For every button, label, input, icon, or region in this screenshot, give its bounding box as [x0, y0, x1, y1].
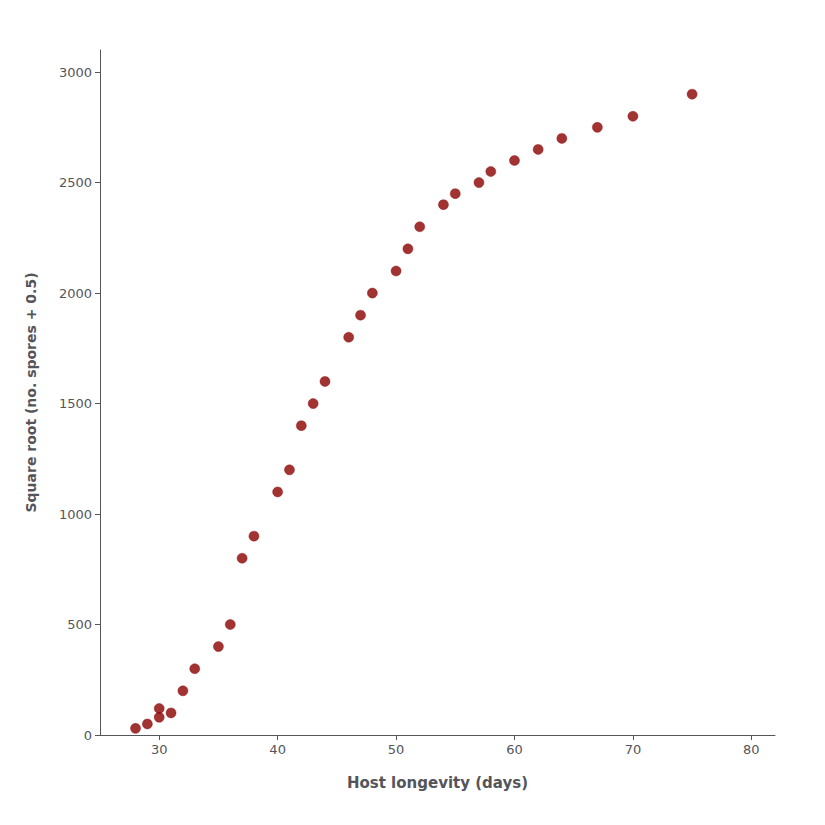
- svg-text:40: 40: [269, 742, 286, 757]
- svg-text:3000: 3000: [59, 65, 92, 80]
- svg-text:80: 80: [743, 742, 760, 757]
- svg-text:0: 0: [84, 728, 92, 743]
- svg-text:2000: 2000: [59, 286, 92, 301]
- svg-text:Host longevity (days): Host longevity (days): [347, 774, 528, 792]
- svg-text:2500: 2500: [59, 175, 92, 190]
- svg-text:70: 70: [625, 742, 642, 757]
- svg-text:60: 60: [506, 742, 523, 757]
- svg-text:50: 50: [388, 742, 405, 757]
- svg-text:Square root (no. spores + 0.5): Square root (no. spores + 0.5): [23, 272, 39, 512]
- svg-text:500: 500: [67, 617, 92, 632]
- svg-text:30: 30: [151, 742, 168, 757]
- svg-text:1000: 1000: [59, 507, 92, 522]
- svg-text:1500: 1500: [59, 396, 92, 411]
